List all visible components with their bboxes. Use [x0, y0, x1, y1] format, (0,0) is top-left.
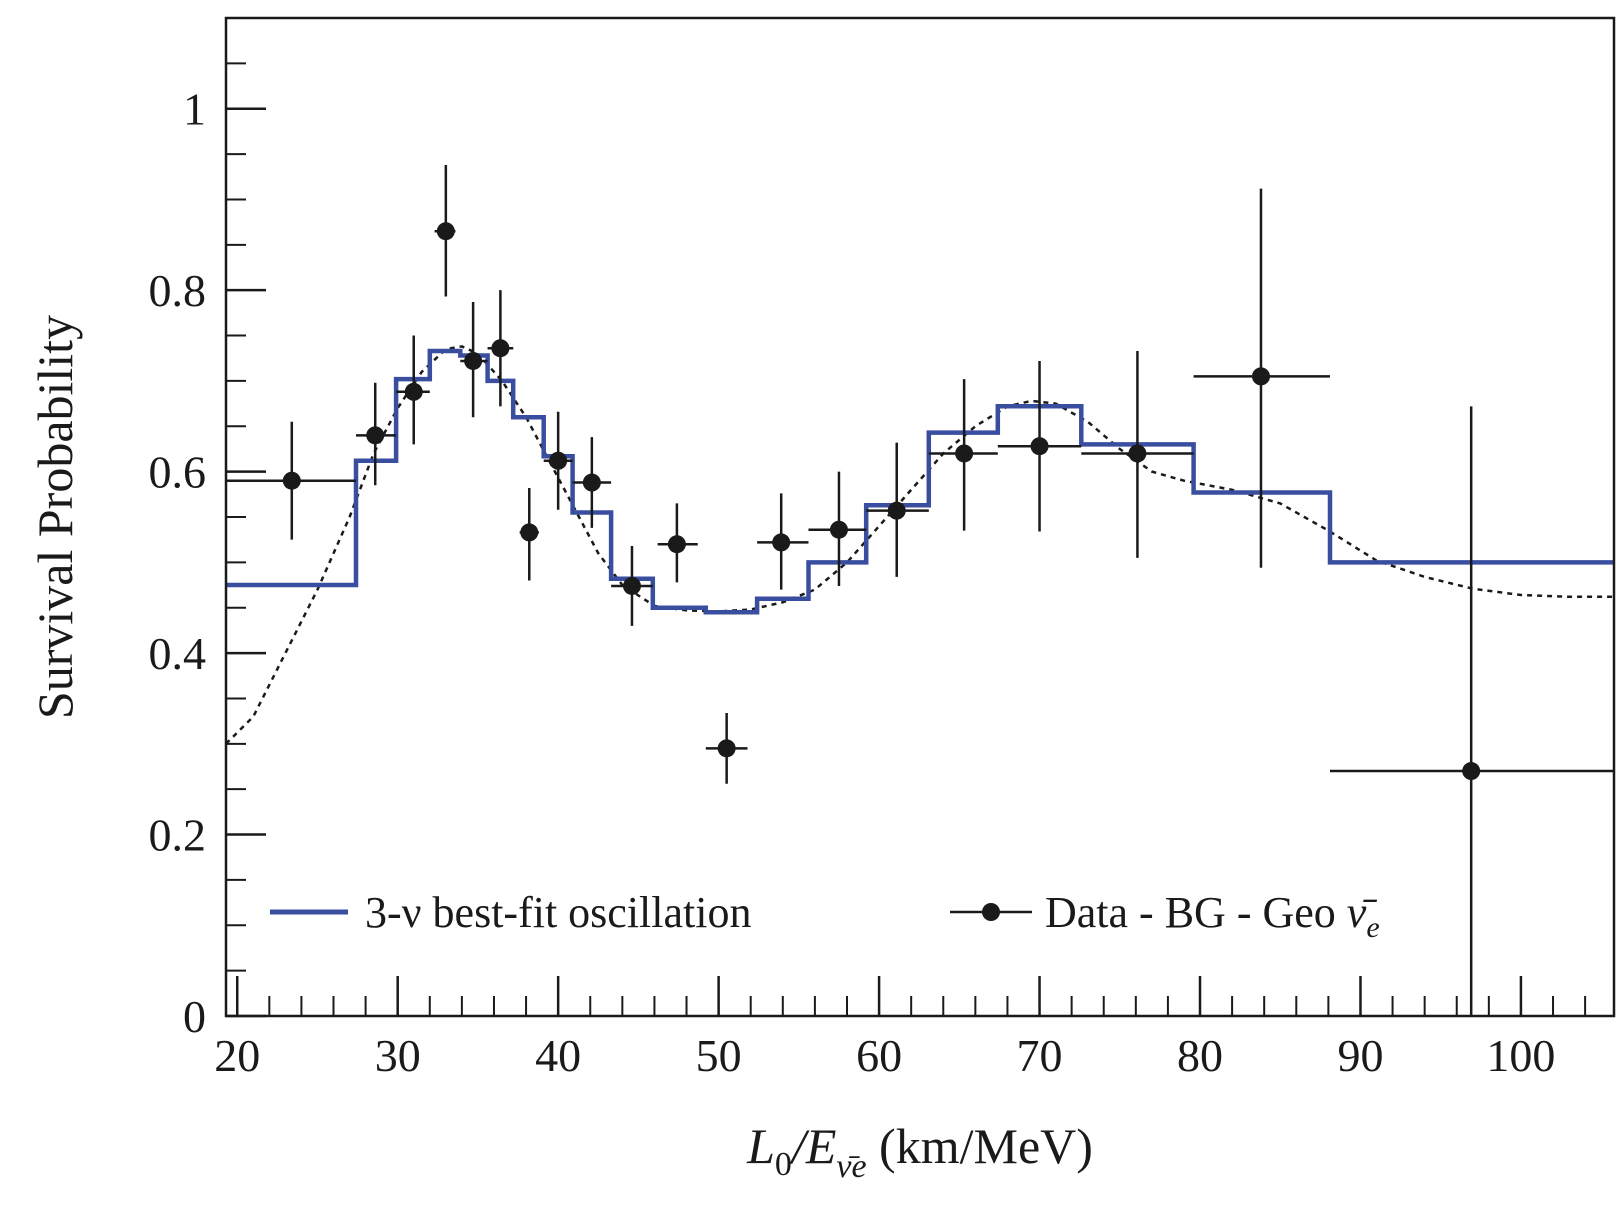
x-tick-label: 80 [1177, 1030, 1223, 1081]
data-marker [1128, 444, 1147, 463]
data-point [611, 546, 653, 626]
data-marker [622, 576, 641, 595]
data-point [997, 360, 1082, 532]
plot-frame [224, 16, 1616, 1018]
x-axis: 20 30 40 50 60 70 80 90 100 [214, 976, 1587, 1081]
data-point [1329, 406, 1614, 1016]
data-point [1081, 350, 1194, 558]
data-marker [464, 351, 483, 370]
x-axis-title: L0/Eν̄e (km/MeV) [746, 1118, 1093, 1185]
x-tick-label: 40 [535, 1030, 581, 1081]
y-tick-label: 0.2 [149, 810, 207, 861]
best-fit-step-line [226, 348, 1614, 615]
data-point [434, 164, 456, 297]
plot-area [225, 164, 1614, 1016]
y-tick-label: 0.6 [149, 447, 207, 498]
data-point [928, 379, 998, 531]
y-axis-title: Survival Probability [27, 315, 83, 719]
y-tick-label: 0.8 [149, 265, 207, 316]
data-marker [955, 444, 974, 463]
data-point [866, 442, 929, 577]
data-marker [366, 426, 385, 445]
data-point [1193, 188, 1330, 568]
data-marker [887, 501, 906, 520]
data-point [460, 301, 488, 418]
data-point [355, 382, 397, 486]
data-point [396, 335, 430, 445]
data-point [487, 290, 514, 407]
x-tick-label: 30 [375, 1030, 421, 1081]
x-tick-label: 60 [856, 1030, 902, 1081]
y-tick-label: 1 [183, 84, 206, 135]
data-point [226, 421, 356, 540]
data-marker [549, 451, 568, 470]
data-marker [436, 222, 455, 241]
data-marker [582, 473, 601, 492]
x-tick-label: 50 [696, 1030, 742, 1081]
data-marker [1251, 367, 1270, 386]
theory-dotted-curve [225, 345, 1614, 745]
data-marker [829, 520, 848, 539]
data-point [705, 712, 748, 784]
legend-swatch-data-marker [982, 903, 1000, 921]
x-tick-label: 20 [214, 1030, 260, 1081]
data-point [808, 471, 867, 586]
data-marker [404, 382, 423, 401]
legend-label-data: Data - BG - Geo ν̄e [1045, 888, 1380, 944]
data-point [757, 493, 809, 590]
data-marker [1462, 762, 1481, 781]
data-point [572, 437, 612, 528]
data-marker [491, 339, 510, 358]
data-marker [1030, 437, 1049, 456]
data-marker [667, 535, 686, 554]
data-marker [520, 523, 539, 542]
y-axis: 0 0.2 0.4 0.6 0.8 1 [149, 62, 266, 1042]
data-marker [772, 533, 791, 552]
data-point [657, 503, 698, 583]
y-tick-label: 0.4 [149, 628, 207, 679]
data-marker [282, 471, 301, 490]
legend: 3-ν best-fit oscillation Data - BG - Geo … [270, 888, 1380, 944]
data-point [543, 411, 573, 510]
x-tick-label: 90 [1337, 1030, 1383, 1081]
x-tick-label: 100 [1486, 1030, 1555, 1081]
data-point [519, 487, 539, 581]
x-tick-label: 70 [1017, 1030, 1063, 1081]
legend-label-best-fit: 3-ν best-fit oscillation [365, 888, 751, 937]
data-marker [717, 739, 736, 758]
y-tick-label: 0 [183, 991, 206, 1042]
